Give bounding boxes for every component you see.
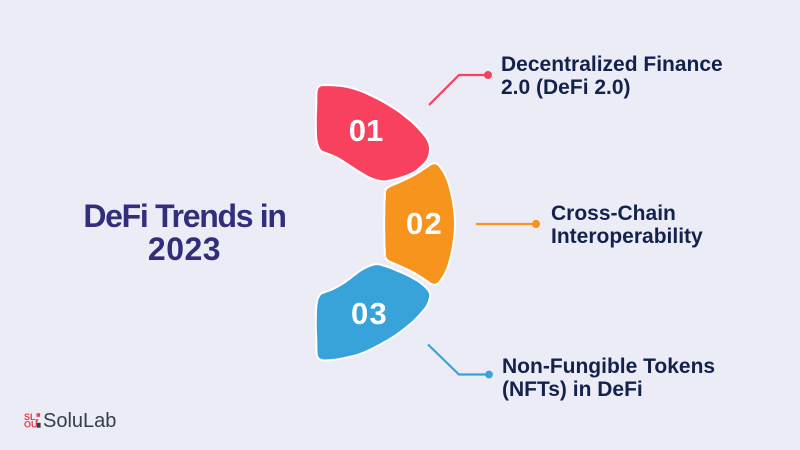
svg-text:SL: SL: [24, 412, 36, 422]
svg-text:OU: OU: [24, 420, 38, 430]
